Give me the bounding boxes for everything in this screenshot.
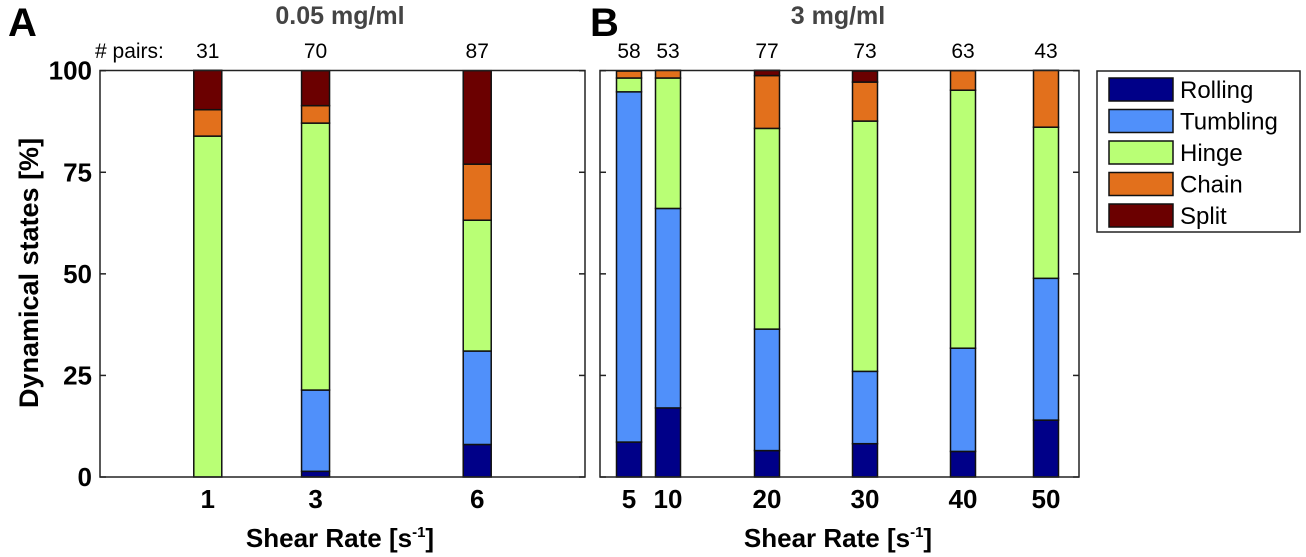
b-bar-30-chain bbox=[851, 81, 879, 122]
y-tick-label: 100 bbox=[49, 56, 92, 86]
plot-frame-a bbox=[99, 69, 586, 478]
pairs-label: # pairs: bbox=[95, 40, 164, 63]
b-bar-50-tumbling bbox=[1032, 277, 1060, 421]
y-tick-label: 25 bbox=[63, 360, 92, 390]
legend-label-tumbling: Tumbling bbox=[1180, 109, 1278, 136]
a-bar-6-tumbling bbox=[462, 350, 492, 446]
a-bar-3-chain bbox=[300, 104, 331, 124]
b-bar-30-hinge bbox=[851, 120, 879, 373]
legend-label-hinge: Hinge bbox=[1180, 140, 1243, 167]
b-bar-30-tumbling bbox=[851, 370, 879, 445]
b-bar-40-chain bbox=[949, 69, 977, 91]
a-bar-3-split bbox=[300, 69, 331, 107]
a-pairs-count: 31 bbox=[196, 40, 219, 63]
y-tick-label: 75 bbox=[63, 157, 92, 187]
a-bar-6-chain bbox=[462, 163, 492, 221]
b-pairs-count: 43 bbox=[1034, 40, 1057, 63]
a-bar-1-split bbox=[193, 69, 223, 111]
a-x-tick-label: 3 bbox=[308, 484, 322, 514]
b-x-tick-label: 5 bbox=[622, 484, 636, 514]
b-bar-30-rolling bbox=[851, 442, 879, 478]
b-x-tick-label: 30 bbox=[851, 484, 880, 514]
b-bar-40-hinge bbox=[949, 89, 977, 349]
b-bar-5-tumbling bbox=[615, 91, 643, 443]
b-bar-10-hinge bbox=[654, 77, 682, 210]
b-bar-50-hinge bbox=[1032, 126, 1060, 280]
a-x-tick-label: 1 bbox=[201, 484, 215, 514]
x-axis-label-b: Shear Rate [s-1] bbox=[744, 523, 932, 553]
b-x-tick-label: 10 bbox=[654, 484, 683, 514]
a-bar-1-hinge bbox=[193, 135, 223, 478]
legend: Rolling Tumbling Hinge Chain Split bbox=[1096, 70, 1301, 233]
b-pairs-count: 73 bbox=[853, 40, 876, 63]
a-x-tick-label: 6 bbox=[470, 484, 484, 514]
panel-a-title: 0.05 mg/ml bbox=[275, 2, 404, 30]
a-bar-6-rolling bbox=[462, 443, 492, 478]
a-bar-3-hinge bbox=[300, 122, 331, 391]
legend-swatch-hinge bbox=[1108, 140, 1174, 165]
b-bar-5-rolling bbox=[615, 441, 643, 478]
legend-swatch-split bbox=[1108, 203, 1174, 228]
a-bar-6-hinge bbox=[462, 219, 492, 352]
b-x-tick-label: 40 bbox=[949, 484, 978, 514]
x-axis-label-a: Shear Rate [s-1] bbox=[246, 523, 434, 553]
a-bar-6-split bbox=[462, 69, 492, 165]
b-bar-5-hinge bbox=[615, 77, 643, 93]
legend-swatch-tumbling bbox=[1108, 108, 1174, 134]
legend-swatch-chain bbox=[1108, 171, 1174, 197]
a-bar-1-chain bbox=[193, 108, 223, 137]
legend-label-split: Split bbox=[1180, 203, 1227, 230]
a-pairs-count: 87 bbox=[466, 40, 489, 63]
plot-frame-b bbox=[599, 69, 1080, 478]
b-pairs-count: 63 bbox=[951, 40, 974, 63]
a-bar-3-tumbling bbox=[300, 389, 331, 473]
b-bar-20-hinge bbox=[753, 127, 781, 330]
b-bar-10-rolling bbox=[654, 407, 682, 478]
y-axis-label: Dynamical states [%] bbox=[14, 138, 44, 408]
legend-label-chain: Chain bbox=[1180, 172, 1243, 199]
b-x-tick-label: 50 bbox=[1032, 484, 1061, 514]
legend-label-rolling: Rolling bbox=[1180, 77, 1253, 104]
b-bar-20-rolling bbox=[753, 449, 781, 478]
b-x-tick-label: 20 bbox=[753, 484, 782, 514]
panel-b-title: 3 mg/ml bbox=[791, 2, 885, 30]
b-bar-50-rolling bbox=[1032, 419, 1060, 478]
b-bar-20-chain bbox=[753, 74, 781, 130]
b-bar-40-tumbling bbox=[949, 347, 977, 453]
b-bar-50-chain bbox=[1032, 69, 1060, 128]
a-pairs-count: 70 bbox=[304, 40, 327, 63]
b-bar-10-tumbling bbox=[654, 207, 682, 409]
b-bar-10-chain bbox=[654, 69, 682, 79]
b-bar-5-chain bbox=[615, 70, 643, 79]
b-bar-20-tumbling bbox=[753, 328, 781, 452]
y-tick-label: 0 bbox=[78, 462, 92, 492]
panel-label-a: A bbox=[8, 1, 37, 45]
b-pairs-count: 53 bbox=[656, 40, 679, 63]
b-pairs-count: 58 bbox=[617, 40, 640, 63]
b-pairs-count: 77 bbox=[755, 40, 778, 63]
b-bar-40-rolling bbox=[949, 450, 977, 478]
panel-label-b: B bbox=[590, 1, 619, 45]
b-bar-30-split bbox=[851, 70, 879, 83]
y-tick-label: 50 bbox=[63, 259, 92, 289]
legend-swatch-rolling bbox=[1108, 77, 1174, 102]
a-bar-3-rolling bbox=[300, 470, 331, 478]
